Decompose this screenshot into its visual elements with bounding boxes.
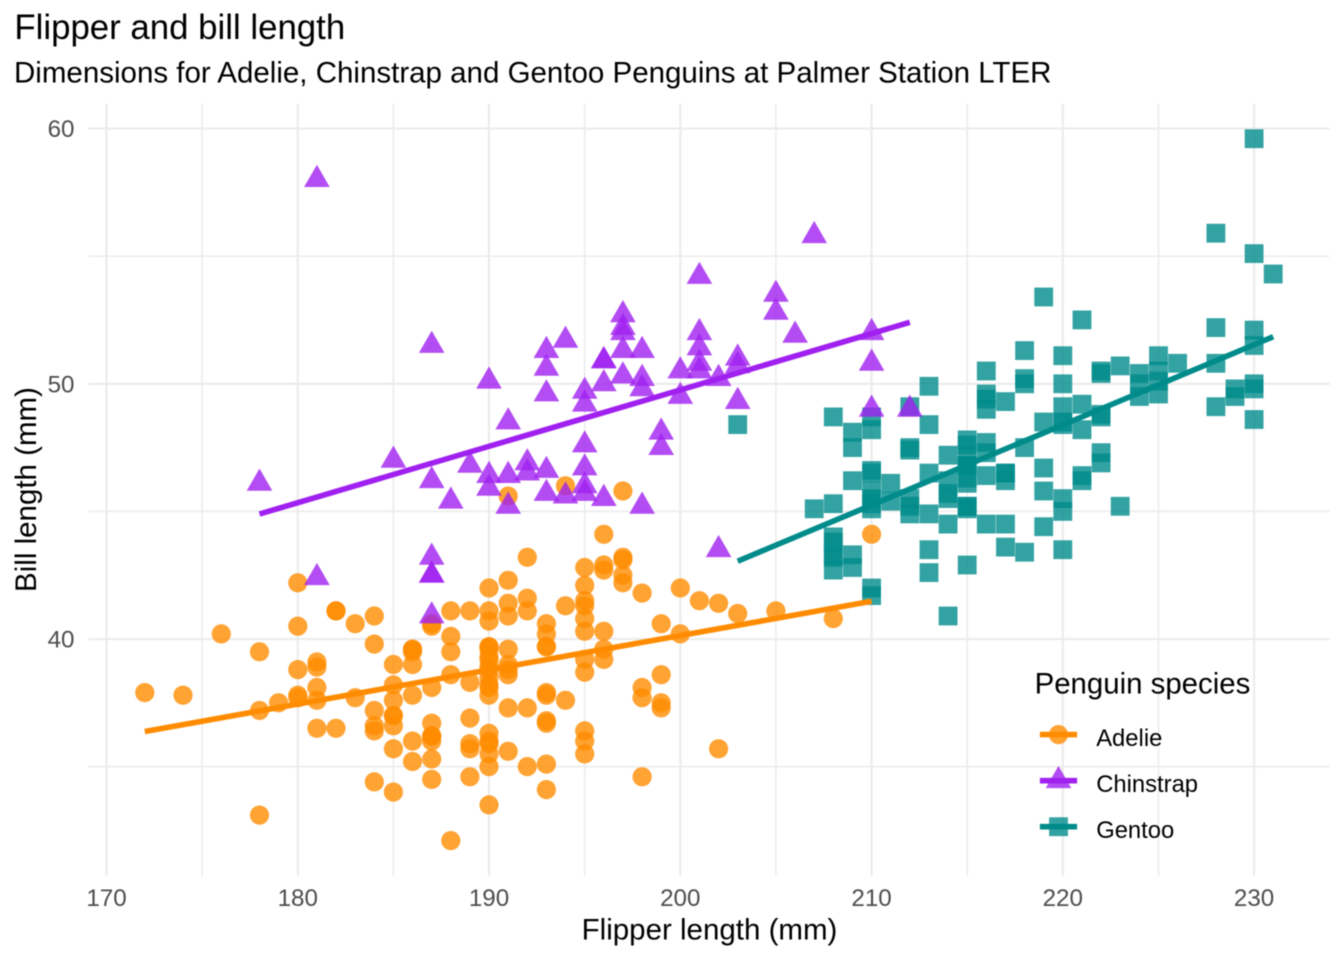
svg-text:40: 40	[48, 627, 75, 654]
svg-text:Flipper and bill length: Flipper and bill length	[14, 8, 345, 47]
svg-text:170: 170	[86, 885, 126, 912]
svg-text:50: 50	[48, 371, 75, 398]
svg-text:Adelie: Adelie	[1096, 725, 1162, 752]
svg-text:200: 200	[660, 885, 700, 912]
svg-text:Dimensions for Adelie, Chinstr: Dimensions for Adelie, Chinstrap and Gen…	[14, 57, 1051, 90]
svg-text:60: 60	[48, 116, 75, 143]
svg-text:Gentoo: Gentoo	[1096, 817, 1174, 844]
svg-text:Flipper length (mm): Flipper length (mm)	[582, 913, 838, 946]
svg-text:190: 190	[469, 885, 509, 912]
svg-text:Chinstrap: Chinstrap	[1096, 771, 1198, 798]
svg-text:180: 180	[278, 885, 318, 912]
svg-text:Penguin species: Penguin species	[1035, 667, 1251, 700]
svg-text:Bill length (mm): Bill length (mm)	[10, 387, 43, 592]
svg-text:230: 230	[1234, 885, 1274, 912]
svg-text:220: 220	[1043, 885, 1083, 912]
svg-text:210: 210	[851, 885, 891, 912]
